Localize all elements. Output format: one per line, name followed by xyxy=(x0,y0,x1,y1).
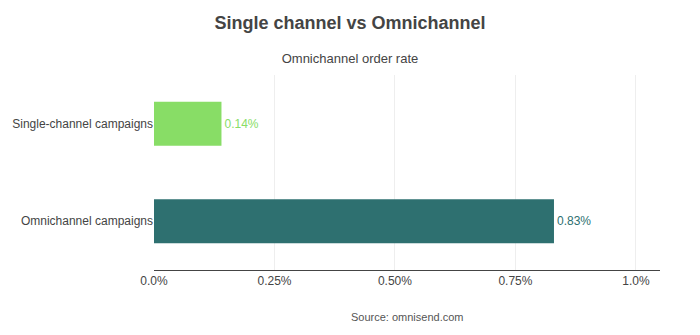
svg-text:1.0%: 1.0% xyxy=(622,274,650,288)
svg-text:0.25%: 0.25% xyxy=(257,274,291,288)
svg-text:Source: omnisend.com: Source: omnisend.com xyxy=(351,311,464,323)
svg-text:Omnichannel campaigns: Omnichannel campaigns xyxy=(21,214,153,228)
svg-text:0.83%: 0.83% xyxy=(557,214,591,228)
svg-text:Omnichannel order rate: Omnichannel order rate xyxy=(282,51,419,66)
svg-text:Single-channel campaigns: Single-channel campaigns xyxy=(12,117,153,131)
svg-text:0.0%: 0.0% xyxy=(140,274,168,288)
svg-text:Single channel vs Omnichannel: Single channel vs Omnichannel xyxy=(214,13,485,33)
svg-text:0.75%: 0.75% xyxy=(498,274,532,288)
svg-text:0.50%: 0.50% xyxy=(378,274,412,288)
svg-text:0.14%: 0.14% xyxy=(224,117,258,131)
